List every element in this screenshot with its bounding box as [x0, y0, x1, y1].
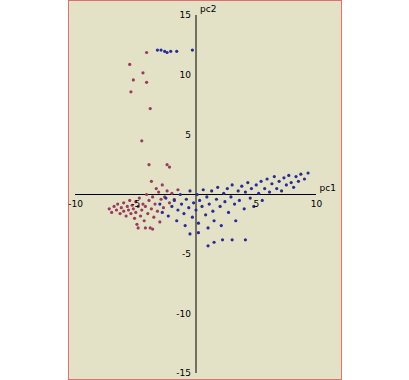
svg-text:-5: -5	[131, 199, 140, 209]
svg-text:pc2: pc2	[200, 4, 216, 14]
svg-text:-5: -5	[182, 249, 191, 259]
svg-text:10: 10	[311, 199, 323, 209]
svg-text:15: 15	[180, 10, 191, 20]
svg-text:10: 10	[180, 70, 192, 80]
svg-text:5: 5	[185, 130, 191, 140]
svg-text:-10: -10	[68, 199, 83, 209]
svg-text:-15: -15	[176, 368, 191, 378]
svg-text:-10: -10	[176, 309, 191, 319]
svg-text:pc1: pc1	[320, 183, 336, 193]
svg-text:5: 5	[253, 199, 259, 209]
